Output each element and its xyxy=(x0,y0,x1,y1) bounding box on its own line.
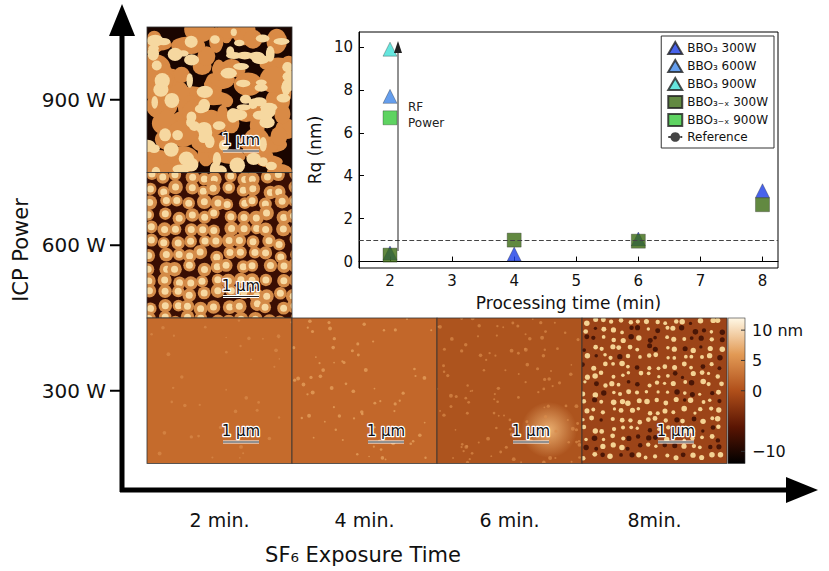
svg-text:2 min.: 2 min. xyxy=(190,509,250,531)
svg-text:5: 5 xyxy=(571,272,581,290)
svg-text:1 µm: 1 µm xyxy=(222,422,260,440)
svg-text:Processing time (min): Processing time (min) xyxy=(476,293,661,313)
svg-text:0: 0 xyxy=(343,253,353,271)
svg-text:8: 8 xyxy=(758,272,768,290)
svg-text:300 W: 300 W xyxy=(42,379,107,403)
svg-text:Power: Power xyxy=(408,116,444,130)
svg-text:6 min.: 6 min. xyxy=(480,509,540,531)
svg-text:7: 7 xyxy=(696,272,706,290)
svg-text:−10: −10 xyxy=(752,442,786,461)
svg-text:8: 8 xyxy=(343,81,353,99)
svg-text:BBO₃ 600W: BBO₃ 600W xyxy=(687,59,756,73)
svg-text:2: 2 xyxy=(343,210,353,228)
svg-text:2: 2 xyxy=(385,272,395,290)
svg-text:ICP Power: ICP Power xyxy=(9,198,33,302)
svg-text:6: 6 xyxy=(634,272,644,290)
svg-text:10: 10 xyxy=(334,38,353,56)
svg-text:BBO₃ 900W: BBO₃ 900W xyxy=(687,77,756,91)
svg-text:8min.: 8min. xyxy=(628,509,682,531)
svg-text:Rq (nm): Rq (nm) xyxy=(305,116,325,185)
svg-text:1 µm: 1 µm xyxy=(222,277,260,295)
svg-text:BBO₃₋ₓ 900W: BBO₃₋ₓ 900W xyxy=(687,113,768,127)
svg-text:6: 6 xyxy=(343,124,353,142)
svg-text:4 min.: 4 min. xyxy=(335,509,395,531)
svg-text:10 nm: 10 nm xyxy=(752,321,803,340)
svg-text:4: 4 xyxy=(343,167,353,185)
svg-text:4: 4 xyxy=(509,272,519,290)
svg-text:BBO₃ 300W: BBO₃ 300W xyxy=(687,41,756,55)
svg-text:1 µm: 1 µm xyxy=(367,422,405,440)
svg-text:BBO₃₋ₓ 300W: BBO₃₋ₓ 300W xyxy=(687,95,768,109)
svg-text:1 µm: 1 µm xyxy=(512,422,550,440)
svg-text:SF₆ Exposure Time: SF₆ Exposure Time xyxy=(265,543,461,567)
svg-text:Reference: Reference xyxy=(687,130,747,144)
svg-text:5: 5 xyxy=(752,351,762,370)
svg-text:600 W: 600 W xyxy=(42,233,107,257)
svg-text:0: 0 xyxy=(752,382,762,401)
svg-text:3: 3 xyxy=(447,272,457,290)
svg-text:RF: RF xyxy=(408,100,423,114)
svg-text:1 µm: 1 µm xyxy=(222,131,260,149)
svg-text:900 W: 900 W xyxy=(42,88,107,112)
svg-text:1 µm: 1 µm xyxy=(657,422,695,440)
